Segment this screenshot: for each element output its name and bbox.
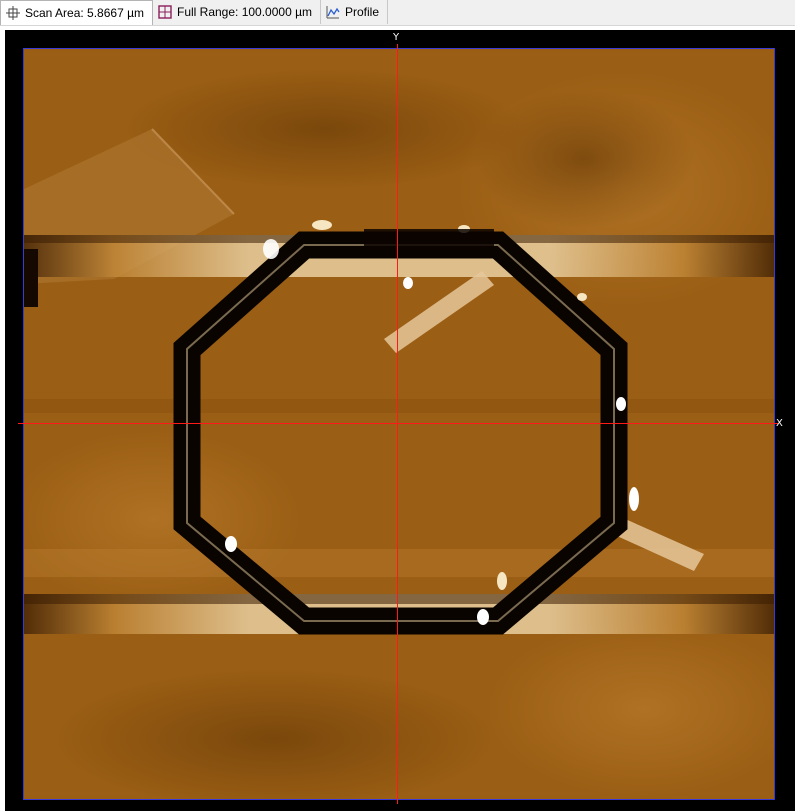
x-axis-label: X [776, 418, 783, 429]
particle [497, 572, 507, 590]
scan-area-button[interactable]: Scan Area: 5.8667 µm [0, 0, 153, 25]
particle [477, 609, 489, 625]
y-axis-label: Y [393, 32, 400, 43]
particle [403, 277, 413, 289]
profile-label: Profile [345, 5, 380, 19]
profile-graph-icon [326, 6, 340, 19]
particle [312, 220, 332, 230]
image-viewport[interactable]: Y X [5, 30, 795, 811]
crosshair-vertical-line[interactable] [397, 44, 398, 804]
profile-button[interactable]: Profile [321, 0, 389, 24]
surface-patch [484, 619, 774, 799]
particle [629, 487, 639, 511]
crosshair-icon [6, 6, 20, 20]
surface-patch [474, 89, 694, 229]
full-range-label: Full Range: 100.0000 µm [177, 5, 312, 19]
surface-patch [124, 69, 524, 189]
particle [616, 397, 626, 411]
octagon-ring-edge [186, 244, 615, 622]
full-range-button[interactable]: Full Range: 100.0000 µm [153, 0, 321, 24]
diagonal-streak [606, 514, 704, 571]
view-toolbar: Scan Area: 5.8667 µm Full Range: 100.000… [0, 0, 795, 26]
scan-area-label: Scan Area: 5.8667 µm [25, 6, 144, 20]
surface-patch [54, 669, 494, 799]
diagonal-streak [384, 271, 494, 353]
grid-icon [158, 5, 172, 19]
particle [577, 293, 587, 301]
edge-artifact [24, 249, 38, 307]
particle [225, 536, 237, 552]
particle [263, 239, 279, 259]
afm-scan-image[interactable] [23, 48, 775, 800]
crosshair-horizontal-line[interactable] [18, 423, 778, 424]
scan-image-svg [24, 49, 774, 799]
